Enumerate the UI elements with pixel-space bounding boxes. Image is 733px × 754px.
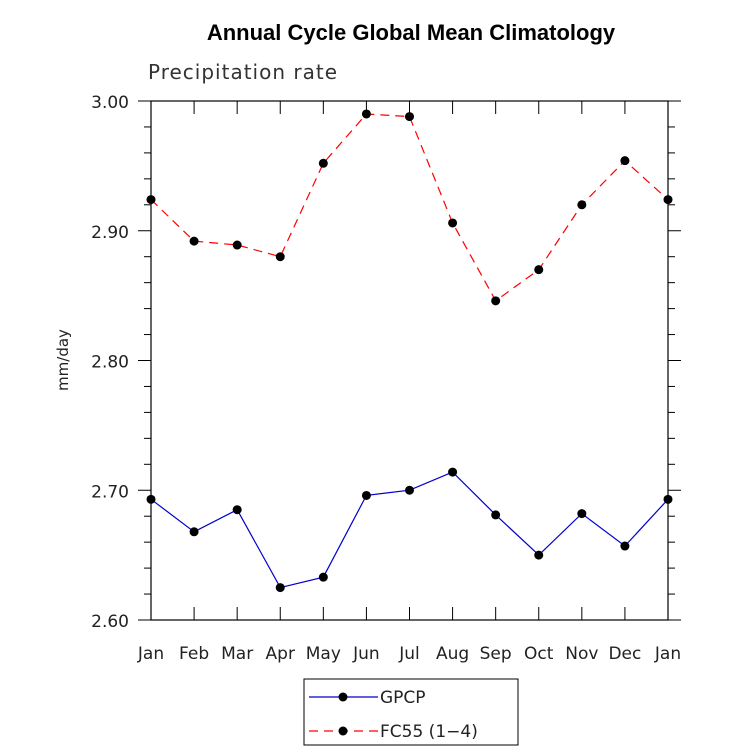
x-tick-label: May bbox=[306, 644, 341, 664]
data-point-fc55 bbox=[448, 218, 458, 228]
y-tick-label: 2.60 bbox=[91, 612, 129, 632]
data-point-fc55 bbox=[620, 156, 630, 166]
legend-gpcp-marker bbox=[338, 692, 348, 702]
x-tick-label: Apr bbox=[266, 644, 295, 664]
x-tick-label: Dec bbox=[608, 644, 641, 664]
data-point-fc55 bbox=[318, 158, 328, 168]
data-point-gpcp bbox=[491, 510, 501, 520]
data-point-gpcp bbox=[663, 494, 673, 504]
data-point-gpcp bbox=[232, 505, 242, 515]
data-point-fc55 bbox=[491, 296, 501, 306]
data-point-gpcp bbox=[189, 527, 199, 537]
data-point-gpcp bbox=[534, 550, 544, 560]
data-point-gpcp bbox=[620, 541, 630, 551]
data-point-fc55 bbox=[663, 195, 673, 205]
data-point-gpcp bbox=[275, 583, 285, 593]
legend-fc55-label: FC55 (1−4) bbox=[380, 722, 478, 742]
data-point-fc55 bbox=[275, 252, 285, 262]
data-point-gpcp bbox=[361, 490, 371, 500]
y-tick-label: 2.70 bbox=[91, 482, 129, 502]
data-point-fc55 bbox=[361, 109, 371, 119]
y-tick-label: 2.80 bbox=[91, 353, 129, 373]
data-point-fc55 bbox=[534, 265, 544, 275]
legend-fc55-marker bbox=[338, 726, 348, 736]
axis-ticks: Jan Feb Mar Apr May Jun Jul Aug Sep Oct Nov Dec Jan 2… bbox=[91, 93, 681, 664]
series-line-fc55 bbox=[150, 113, 669, 302]
data-point-fc55 bbox=[189, 236, 199, 246]
data-point-gpcp bbox=[405, 485, 414, 495]
x-tick-label: Feb bbox=[179, 644, 209, 664]
x-tick-label: Jul bbox=[398, 644, 420, 664]
data-point-fc55 bbox=[232, 240, 242, 250]
x-tick-label: Mar bbox=[221, 644, 253, 664]
y-axis-label: mm/day bbox=[54, 329, 72, 391]
y-tick-label: 3.00 bbox=[91, 93, 129, 113]
legend-gpcp-label: GPCP bbox=[380, 688, 426, 708]
chart-subtitle: Precipitation rate bbox=[148, 60, 338, 84]
x-tick-label: Oct bbox=[524, 644, 554, 664]
data-point-gpcp bbox=[577, 509, 587, 519]
plot-frame bbox=[150, 100, 669, 621]
series-layer bbox=[146, 109, 673, 593]
data-point-fc55 bbox=[405, 112, 414, 122]
data-point-gpcp bbox=[146, 494, 156, 504]
x-tick-label: Sep bbox=[480, 644, 512, 664]
x-tick-label: Jun bbox=[352, 644, 380, 664]
chart-title: Annual Cycle Global Mean Climatology bbox=[207, 20, 616, 45]
x-tick-label: Aug bbox=[436, 644, 469, 664]
data-point-gpcp bbox=[448, 467, 458, 477]
x-tick-label: Jan bbox=[654, 644, 681, 664]
x-tick-label: Nov bbox=[565, 644, 598, 664]
data-point-fc55 bbox=[146, 195, 156, 205]
data-point-gpcp bbox=[318, 572, 328, 582]
x-tick-label: Jan bbox=[137, 644, 164, 664]
legend: GPCP FC55 (1−4) bbox=[303, 678, 519, 746]
y-tick-label: 2.90 bbox=[91, 223, 129, 243]
data-point-fc55 bbox=[577, 200, 587, 210]
